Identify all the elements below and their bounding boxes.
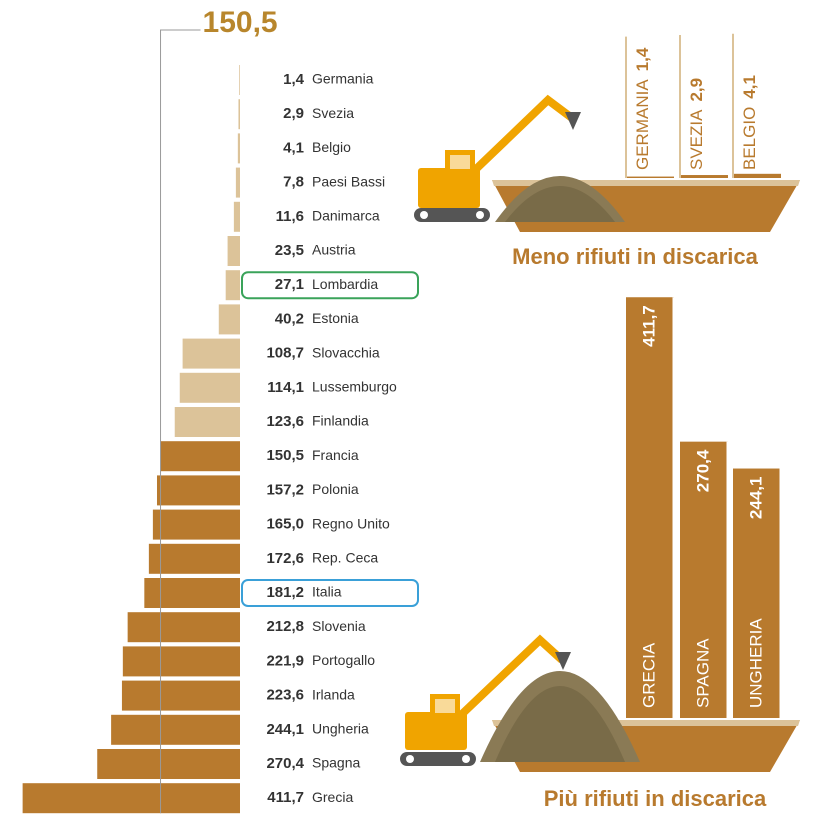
value-label: 244,1 — [746, 477, 765, 520]
value-label: 23,5 — [275, 242, 304, 259]
highlight-box — [241, 579, 419, 607]
category-label: Regno Unito — [312, 515, 390, 531]
value-label: 411,7 — [267, 789, 304, 806]
bar — [179, 372, 240, 403]
category-label: Danimarca — [312, 208, 380, 224]
value-label: 27,1 — [275, 276, 304, 293]
bar — [680, 441, 728, 718]
category-label: Irlanda — [312, 686, 355, 702]
value-label: 114,1 — [267, 379, 304, 396]
bar — [626, 297, 674, 718]
bar — [218, 304, 240, 335]
category-name: BELGIO — [740, 107, 759, 170]
bar — [122, 646, 240, 677]
value-label: 212,8 — [266, 618, 304, 635]
category-label: Belgio — [312, 139, 351, 155]
bar — [626, 176, 674, 178]
bar — [182, 338, 240, 369]
bar — [160, 441, 240, 472]
value-label: 165,0 — [266, 516, 304, 533]
value-label: 1,4 — [283, 71, 305, 88]
value-label: 270,4 — [266, 755, 304, 772]
bar — [235, 167, 240, 198]
category-label: Finlandia — [312, 413, 369, 429]
reference-line — [160, 29, 201, 814]
category-label: Slovenia — [312, 618, 366, 634]
value-label: 108,7 — [266, 345, 304, 362]
category-label: BELGIO 4,1 — [740, 75, 759, 170]
category-label: Slovacchia — [312, 344, 380, 360]
bar — [680, 175, 728, 178]
category-name: GERMANIA — [633, 79, 652, 170]
category-name: SVEZIA — [687, 109, 706, 170]
value-label: 411,7 — [639, 305, 658, 347]
category-label: Estonia — [312, 310, 359, 326]
reference-label: 150,5 — [203, 6, 278, 39]
value-label: 221,9 — [266, 652, 304, 669]
bar — [97, 749, 241, 779]
bar — [127, 612, 240, 643]
category-label: Polonia — [312, 481, 359, 497]
value-label: 11,6 — [276, 208, 304, 225]
bar — [174, 407, 240, 437]
bar — [225, 270, 240, 301]
excavator-illustration — [400, 634, 640, 766]
category-label: GERMANIA 1,4 — [633, 47, 652, 170]
value-label: 150,5 — [266, 447, 304, 464]
category-label: GRECIA — [639, 642, 658, 708]
excavator-illustration — [414, 94, 625, 222]
value-label: 270,4 — [693, 449, 712, 492]
category-label: Portogallo — [312, 652, 375, 668]
value-label: 4,1 — [283, 139, 304, 156]
value-label: 223,6 — [266, 687, 304, 704]
category-label: UNGHERIA — [746, 618, 765, 708]
value-label: 172,6 — [266, 550, 304, 567]
value-label: 244,1 — [266, 721, 304, 738]
bar — [227, 236, 240, 266]
value-label: 123,6 — [266, 413, 304, 430]
category-label: Rep. Ceca — [312, 550, 378, 566]
category-label: Italia — [312, 584, 342, 600]
category-label: Austria — [312, 242, 356, 258]
category-label: Spagna — [312, 755, 360, 771]
bar — [733, 173, 781, 178]
bar — [111, 714, 240, 745]
value-label: 4,1 — [740, 75, 759, 99]
value-label: 181,2 — [266, 584, 304, 601]
bar — [238, 99, 240, 130]
panel-title: Più rifiuti in discarica — [544, 786, 767, 811]
bar — [121, 680, 240, 711]
bar — [144, 578, 240, 608]
bar — [233, 201, 240, 232]
category-label: Lombardia — [312, 276, 378, 292]
highlight-box — [241, 271, 419, 300]
bar — [733, 468, 781, 718]
value-label: 1,4 — [633, 47, 652, 71]
category-label: Grecia — [312, 789, 353, 805]
category-label: Francia — [312, 447, 359, 463]
category-label: SVEZIA 2,9 — [687, 78, 706, 170]
category-label: SPAGNA — [693, 638, 712, 708]
bar — [239, 65, 240, 95]
bar — [156, 475, 240, 506]
panel-title: Meno rifiuti in discarica — [512, 244, 758, 269]
value-label: 2,9 — [687, 78, 706, 102]
category-label: Germania — [312, 71, 374, 87]
value-label: 40,2 — [275, 310, 304, 327]
bar — [148, 543, 240, 574]
bar — [237, 133, 240, 164]
category-label: Lussemburgo — [312, 379, 397, 395]
value-label: 2,9 — [283, 105, 304, 122]
category-label: Svezia — [312, 105, 354, 121]
category-label: Ungheria — [312, 721, 369, 737]
value-label: 7,8 — [283, 174, 304, 191]
bar — [152, 509, 240, 540]
value-label: 157,2 — [266, 481, 304, 498]
bar — [22, 783, 240, 814]
category-label: Paesi Bassi — [312, 173, 385, 189]
